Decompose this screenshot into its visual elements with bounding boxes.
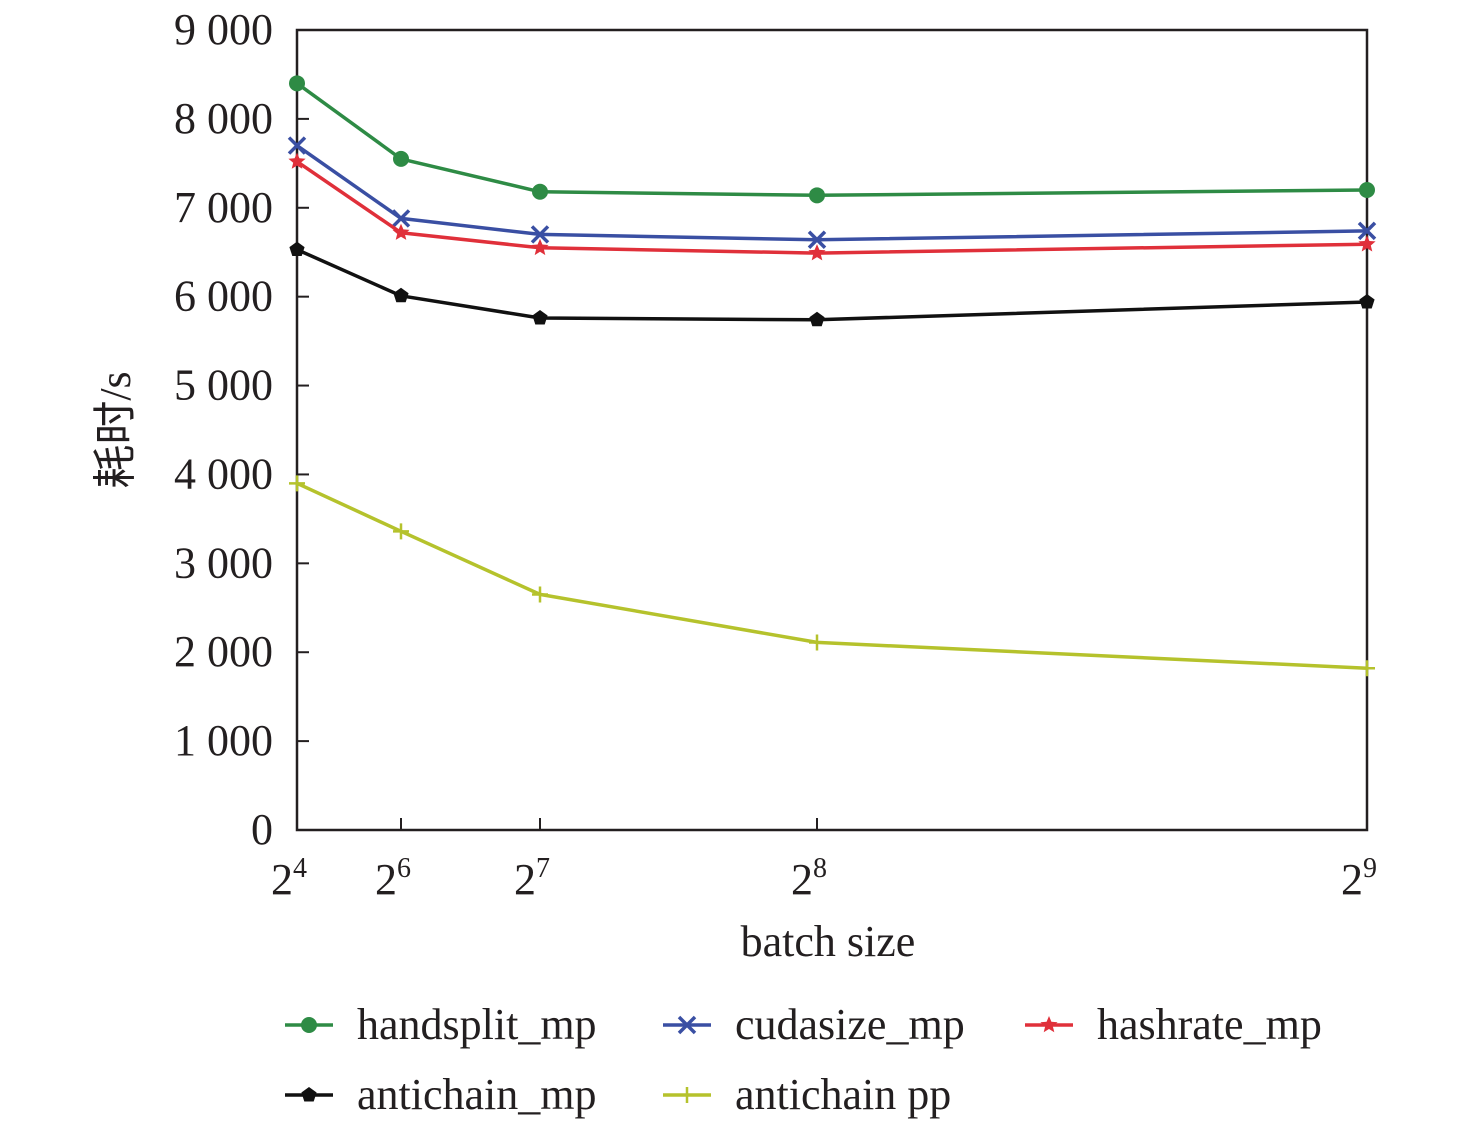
legend-label: antichain pp	[735, 1070, 951, 1119]
series-antichain-pp	[289, 475, 1375, 677]
x-tick-label: 24	[271, 853, 307, 904]
data-point	[289, 75, 305, 92]
legend-marker	[301, 1017, 317, 1033]
data-point	[532, 183, 548, 200]
y-tick-label: 6 000	[174, 272, 273, 321]
data-point	[391, 209, 411, 228]
y-tick-label: 9 000	[174, 5, 273, 54]
legend-label: cudasize_mp	[735, 1000, 965, 1049]
data-point	[1358, 235, 1376, 252]
data-point	[532, 310, 548, 325]
legend-marker	[301, 1087, 317, 1102]
data-point	[809, 311, 825, 327]
data-point	[1359, 294, 1375, 309]
legend-item: antichain pp	[663, 1070, 951, 1119]
series-group	[287, 75, 1377, 677]
x-tick-label: 29	[1341, 853, 1377, 904]
legend-item: hashrate_mp	[1025, 1000, 1322, 1049]
y-tick-label: 2 000	[174, 627, 273, 676]
legend-item: handsplit_mp	[285, 1000, 597, 1049]
plot-frame	[295, 28, 1369, 832]
series-line	[295, 81, 1368, 198]
legend-item: cudasize_mp	[663, 1000, 965, 1049]
legend-label: hashrate_mp	[1097, 1000, 1322, 1049]
y-tick-label: 5 000	[174, 361, 273, 410]
data-point	[289, 241, 305, 256]
data-point	[809, 187, 825, 204]
series-cudasize-mp	[287, 136, 1377, 250]
data-point	[393, 287, 409, 303]
y-tick-label: 7 000	[174, 183, 273, 232]
y-tick-label: 4 000	[174, 449, 273, 498]
data-point	[287, 136, 307, 155]
legend-marker	[679, 1087, 695, 1103]
data-point	[532, 586, 548, 603]
y-axis: 0 1 000 2 000 3 000 4 000 5 000 6 000 7 000 8 00…	[174, 5, 309, 854]
y-tick-label: 0	[251, 805, 273, 854]
data-point	[531, 238, 549, 256]
data-point	[1357, 221, 1377, 241]
data-point	[392, 223, 410, 240]
y-tick-label: 1 000	[174, 716, 273, 765]
data-point	[1359, 660, 1375, 677]
legend-marker	[677, 1015, 697, 1035]
x-tick-label: 28	[791, 853, 827, 904]
data-point	[393, 150, 409, 167]
plot-area	[295, 28, 1369, 832]
data-point	[288, 152, 306, 169]
legend-marker	[1040, 1016, 1058, 1033]
data-point	[809, 634, 825, 651]
series-handsplit-mp	[289, 75, 1375, 204]
data-point	[530, 225, 550, 244]
legend: handsplit_mp cudasize_mp hashrate_mpantich…	[285, 1000, 1322, 1119]
y-tick-label: 3 000	[174, 538, 273, 587]
x-axis-title: batch size	[741, 917, 916, 966]
data-point	[808, 244, 826, 261]
series-hashrate-mp	[288, 152, 1376, 261]
x-tick-label: 26	[375, 853, 411, 904]
legend-item: antichain_mp	[285, 1070, 597, 1119]
legend-label: antichain_mp	[357, 1070, 597, 1119]
x-axis: 24 26 27 28 29	[271, 818, 1377, 904]
y-tick-label: 8 000	[174, 94, 273, 143]
data-point	[1359, 182, 1375, 198]
data-point	[807, 230, 827, 250]
y-axis-title: 耗时/s	[91, 371, 140, 488]
series-line	[296, 248, 1368, 322]
data-point	[393, 523, 409, 540]
series-antichain-mp	[289, 241, 1375, 327]
legend-label: handsplit_mp	[357, 1000, 597, 1049]
x-tick-label: 27	[514, 853, 550, 904]
series-line	[296, 481, 1368, 670]
data-point	[289, 475, 305, 492]
